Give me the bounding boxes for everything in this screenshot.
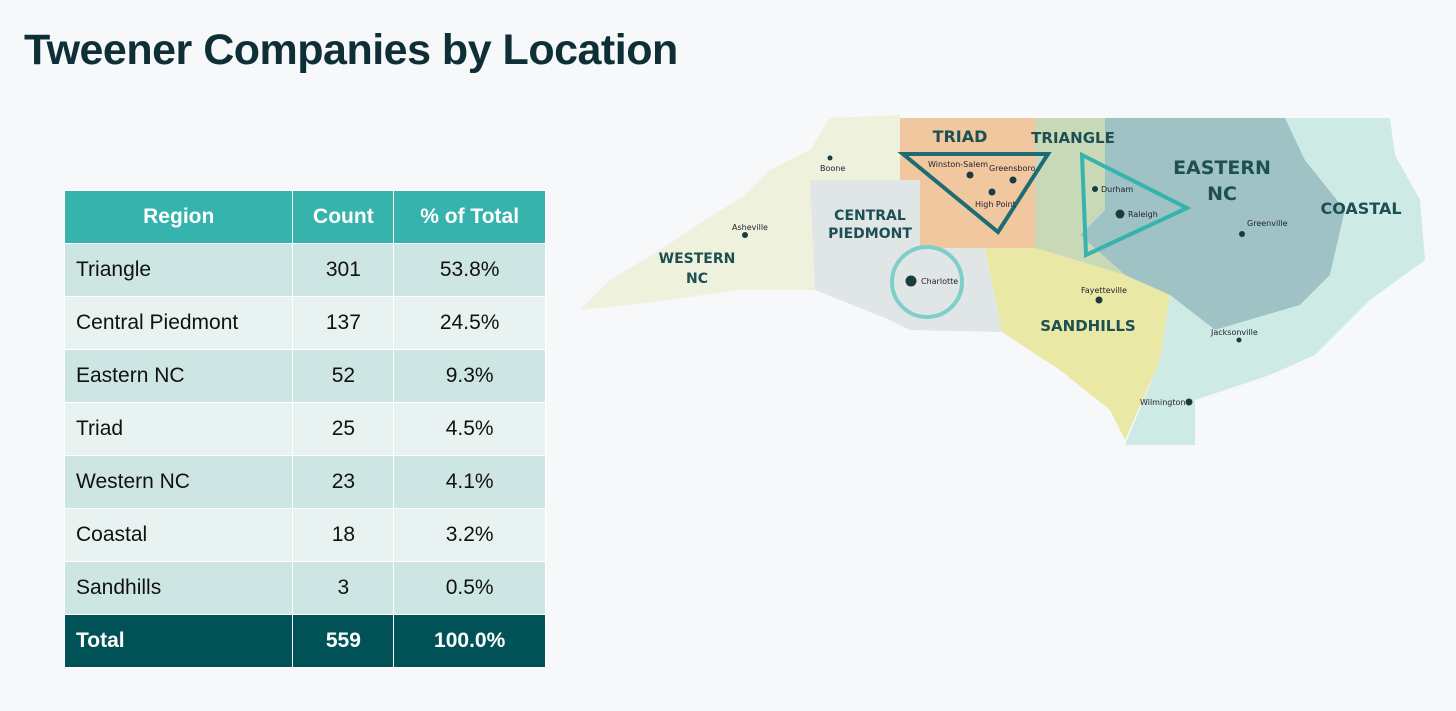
percent-cell: 0.5%	[393, 561, 546, 615]
map-label-central-piedmont-line2: PIEDMONT	[828, 226, 912, 242]
region-cell: Western NC	[63, 455, 294, 509]
region-cell: Coastal	[63, 508, 294, 562]
percent-cell: 24.5%	[393, 296, 546, 350]
map-label-triad: TRIAD	[933, 127, 988, 146]
city-label-wilmington: Wilmington	[1140, 398, 1185, 407]
count-cell: 3	[292, 561, 395, 615]
map-label-triangle: TRIANGLE	[1031, 129, 1115, 147]
region-cell: Eastern NC	[63, 349, 294, 403]
column-header-percent: % of Total	[393, 190, 546, 244]
map-region-western	[580, 115, 900, 310]
column-header-region: Region	[63, 190, 294, 244]
city-dot-greenville	[1239, 231, 1245, 237]
percent-cell: 53.8%	[393, 243, 546, 297]
city-label-fayetteville: Fayetteville	[1081, 286, 1127, 295]
map-label-eastern-nc-line2: NC	[1207, 183, 1237, 205]
city-dots	[742, 155, 1245, 406]
region-cell: Sandhills	[63, 561, 294, 615]
city-label-durham: Durham	[1101, 185, 1133, 194]
region-table: Region Count % of Total Triangle 301 53.…	[63, 190, 546, 668]
total-count-cell: 559	[292, 614, 395, 668]
percent-cell: 3.2%	[393, 508, 546, 562]
count-cell: 137	[292, 296, 395, 350]
city-label-high-point: High Point	[975, 200, 1016, 209]
total-percent-cell: 100.0%	[393, 614, 546, 668]
city-dot-jacksonville	[1236, 337, 1242, 343]
city-dot-asheville	[742, 232, 748, 238]
triad-triangle-outline	[897, 152, 1052, 235]
map-region-coastal	[1125, 118, 1425, 445]
nc-region-map: TRIAD TRIANGLE EASTERN NC COASTAL CENTRA…	[580, 115, 1425, 445]
count-cell: 52	[292, 349, 395, 403]
count-cell: 18	[292, 508, 395, 562]
region-cell: Triangle	[63, 243, 294, 297]
triangle-region-outline	[1079, 151, 1192, 259]
percent-cell: 4.5%	[393, 402, 546, 456]
city-dot-charlotte	[905, 275, 917, 287]
page-title: Tweener Companies by Location	[24, 26, 678, 74]
table-header-row: Region Count % of Total	[63, 190, 546, 244]
table-row: Central Piedmont 137 24.5%	[63, 296, 546, 350]
table-row: Western NC 23 4.1%	[63, 455, 546, 509]
column-header-count: Count	[292, 190, 395, 244]
table-total-row: Total 559 100.0%	[63, 614, 546, 668]
map-region-eastern-nc	[1080, 118, 1345, 330]
table-row: Triad 25 4.5%	[63, 402, 546, 456]
city-label-winston-salem: Winston-Salem	[928, 160, 988, 169]
map-region-triangle	[1035, 118, 1125, 275]
map-label-coastal: COASTAL	[1320, 199, 1401, 218]
city-dot-raleigh	[1115, 209, 1125, 219]
city-dot-fayetteville	[1095, 296, 1103, 304]
city-dot-wilmington	[1185, 398, 1193, 406]
city-label-charlotte: Charlotte	[921, 277, 958, 286]
city-dot-boone	[827, 155, 833, 161]
map-label-central-piedmont-line1: CENTRAL	[834, 208, 906, 224]
count-cell: 301	[292, 243, 395, 297]
city-label-greensboro: Greensboro	[989, 164, 1035, 173]
map-label-western-nc-line1: WESTERN	[659, 251, 736, 267]
charlotte-ring	[890, 245, 964, 319]
map-region-sandhills	[985, 248, 1170, 440]
table-row: Coastal 18 3.2%	[63, 508, 546, 562]
city-dot-greensboro	[1009, 176, 1017, 184]
region-cell: Central Piedmont	[63, 296, 294, 350]
city-dot-durham	[1092, 186, 1098, 192]
count-cell: 23	[292, 455, 395, 509]
map-region-triad	[900, 118, 1035, 248]
map-label-sandhills: SANDHILLS	[1040, 317, 1135, 335]
map-label-eastern-nc-line1: EASTERN	[1173, 157, 1271, 179]
city-label-jacksonville: Jacksonville	[1210, 328, 1258, 337]
city-label-asheville: Asheville	[732, 223, 768, 232]
total-label-cell: Total	[63, 614, 294, 668]
map-label-western-nc-line2: NC	[686, 271, 708, 287]
city-dot-high-point	[988, 188, 996, 196]
percent-cell: 9.3%	[393, 349, 546, 403]
city-label-raleigh: Raleigh	[1128, 210, 1158, 219]
city-dot-winston-salem	[966, 171, 974, 179]
region-cell: Triad	[63, 402, 294, 456]
table-row: Eastern NC 52 9.3%	[63, 349, 546, 403]
count-cell: 25	[292, 402, 395, 456]
percent-cell: 4.1%	[393, 455, 546, 509]
table-row: Sandhills 3 0.5%	[63, 561, 546, 615]
city-label-greenville: Greenville	[1247, 219, 1288, 228]
city-label-boone: Boone	[820, 164, 845, 173]
table-row: Triangle 301 53.8%	[63, 243, 546, 297]
